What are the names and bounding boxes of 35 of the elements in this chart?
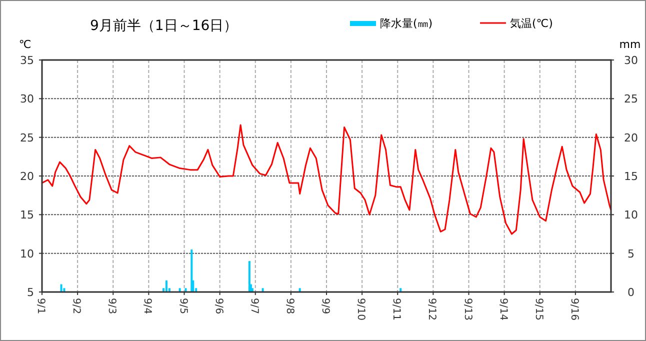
x-tick-label: 9/5 (177, 298, 188, 314)
y-tick-label: 20 (20, 170, 34, 183)
y-tick-label: 10 (20, 247, 34, 260)
x-tick-label: 9/2 (70, 298, 82, 314)
x-tick-label: 9/6 (212, 298, 224, 314)
x-tick-label: 9/13 (462, 298, 473, 320)
x-tick-label: 9/9 (320, 298, 330, 314)
x-tick-label: 9/7 (248, 298, 260, 314)
x-tick-label: 9/15 (532, 298, 544, 320)
y2-tick-label: 15 (624, 170, 638, 183)
y-tick-label: 5 (27, 286, 34, 299)
legend-label: 降水量(㎜) (380, 17, 433, 30)
y-axis-title: ℃ (18, 38, 32, 51)
chart-title: 9月前半（1日～16日） (90, 18, 238, 34)
y-tick-label: 35 (20, 54, 34, 67)
legend-label: 気温(℃) (510, 17, 553, 30)
y2-tick-label: 5 (628, 247, 634, 260)
x-tick-label: 9/3 (106, 298, 118, 314)
x-tick-label: 9/11 (390, 298, 402, 320)
x-tick-label: 9/4 (142, 298, 153, 314)
x-tick-label: 9/12 (426, 298, 438, 320)
x-tick-label: 9/8 (284, 298, 295, 314)
y-tick-label: 25 (20, 131, 34, 144)
y2-tick-label: 10 (624, 208, 638, 222)
y-tick-label: 15 (20, 208, 34, 222)
y2-tick-label: 30 (624, 54, 638, 67)
x-tick-label: 9/1 (35, 298, 46, 314)
x-tick-label: 9/10 (355, 298, 366, 320)
y2-tick-label: 25 (624, 92, 638, 106)
y2-axis-title: mm (619, 38, 641, 51)
y2-tick-label: 20 (624, 131, 638, 144)
x-tick-label: 9/14 (497, 298, 508, 320)
x-tick-label: 9/16 (568, 298, 580, 320)
y-tick-label: 30 (20, 92, 34, 106)
y2-tick-label: 0 (628, 286, 634, 299)
